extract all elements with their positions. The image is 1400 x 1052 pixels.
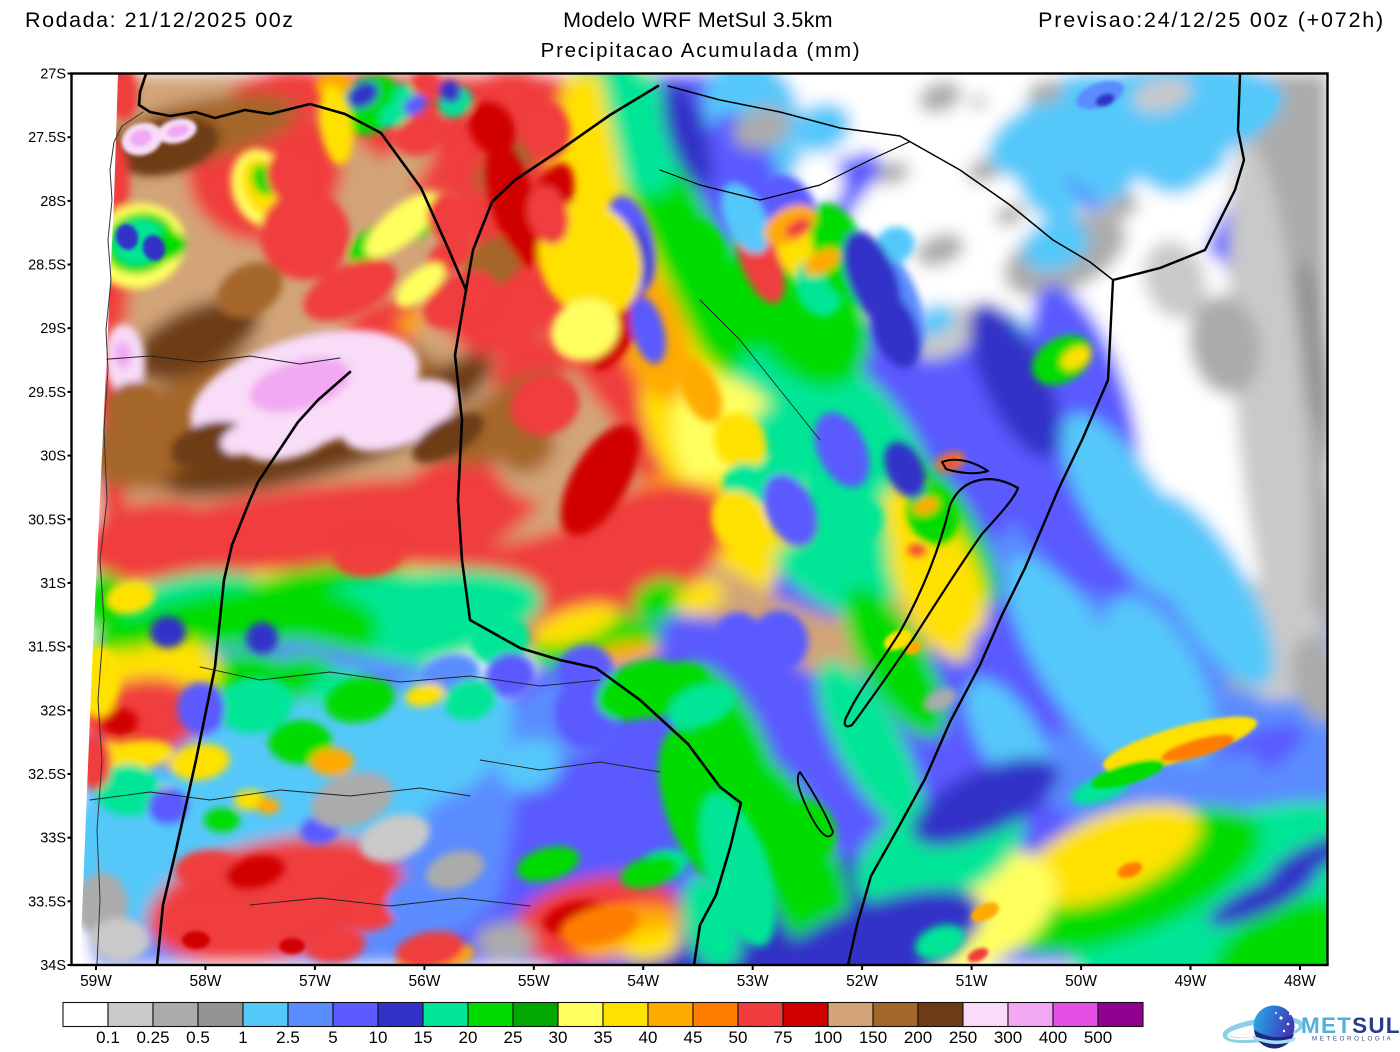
svg-text:400: 400 <box>1039 1028 1067 1047</box>
svg-text:500: 500 <box>1084 1028 1112 1047</box>
svg-text:32S: 32S <box>40 703 66 719</box>
svg-text:15: 15 <box>414 1028 433 1047</box>
svg-text:59W: 59W <box>80 973 112 990</box>
svg-text:Precipitacao Acumulada (mm): Precipitacao Acumulada (mm) <box>541 39 862 62</box>
svg-text:45: 45 <box>684 1028 703 1047</box>
svg-text:30S: 30S <box>40 449 66 465</box>
svg-text:10: 10 <box>369 1028 388 1047</box>
svg-text:32.5S: 32.5S <box>28 767 66 783</box>
svg-text:0.25: 0.25 <box>136 1028 169 1047</box>
svg-text:Rodada: 21/12/2025 00z: Rodada: 21/12/2025 00z <box>25 8 295 32</box>
svg-text:28.5S: 28.5S <box>28 258 66 274</box>
svg-text:Previsao:24/12/25 00z (+072h): Previsao:24/12/25 00z (+072h) <box>1038 8 1385 32</box>
svg-text:METEOROLOGIA: METEOROLOGIA <box>1312 1036 1393 1043</box>
svg-text:51W: 51W <box>956 973 988 990</box>
svg-text:1: 1 <box>238 1028 247 1047</box>
svg-text:35: 35 <box>594 1028 613 1047</box>
svg-text:100: 100 <box>814 1028 842 1047</box>
svg-text:27S: 27S <box>40 67 66 83</box>
svg-text:53W: 53W <box>737 973 769 990</box>
svg-text:40: 40 <box>639 1028 658 1047</box>
svg-text:75: 75 <box>774 1028 793 1047</box>
svg-text:27.5S: 27.5S <box>28 130 66 146</box>
svg-text:150: 150 <box>859 1028 887 1047</box>
svg-text:52W: 52W <box>846 973 878 990</box>
svg-text:48W: 48W <box>1284 973 1316 990</box>
svg-text:29S: 29S <box>40 321 66 337</box>
svg-text:29.5S: 29.5S <box>28 385 66 401</box>
svg-text:57W: 57W <box>299 973 331 990</box>
svg-text:56W: 56W <box>408 973 440 990</box>
svg-text:34S: 34S <box>40 958 66 974</box>
svg-text:58W: 58W <box>189 973 221 990</box>
svg-text:0.5: 0.5 <box>186 1028 210 1047</box>
svg-text:30: 30 <box>549 1028 568 1047</box>
svg-text:49W: 49W <box>1175 973 1207 990</box>
svg-text:33.5S: 33.5S <box>28 894 66 910</box>
svg-text:5: 5 <box>328 1028 337 1047</box>
svg-text:2.5: 2.5 <box>276 1028 300 1047</box>
svg-text:33S: 33S <box>40 831 66 847</box>
svg-text:50W: 50W <box>1065 973 1097 990</box>
svg-text:25: 25 <box>504 1028 523 1047</box>
svg-text:31S: 31S <box>40 576 66 592</box>
svg-text:30.5S: 30.5S <box>28 512 66 528</box>
svg-text:31.5S: 31.5S <box>28 640 66 656</box>
svg-text:METSUL: METSUL <box>1301 1013 1400 1038</box>
svg-text:250: 250 <box>949 1028 977 1047</box>
svg-text:50: 50 <box>729 1028 748 1047</box>
svg-text:300: 300 <box>994 1028 1022 1047</box>
svg-text:Modelo WRF MetSul 3.5km: Modelo WRF MetSul 3.5km <box>563 8 833 32</box>
svg-text:54W: 54W <box>627 973 659 990</box>
svg-text:20: 20 <box>459 1028 478 1047</box>
svg-text:28S: 28S <box>40 194 66 210</box>
svg-text:55W: 55W <box>518 973 550 990</box>
svg-text:200: 200 <box>904 1028 932 1047</box>
svg-text:0.1: 0.1 <box>96 1028 120 1047</box>
